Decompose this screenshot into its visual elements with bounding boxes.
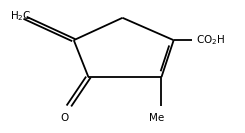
Text: H$_2$C: H$_2$C: [11, 10, 32, 23]
Text: CO$_2$H: CO$_2$H: [196, 33, 225, 47]
Text: Me: Me: [149, 113, 164, 123]
Text: O: O: [60, 113, 68, 123]
